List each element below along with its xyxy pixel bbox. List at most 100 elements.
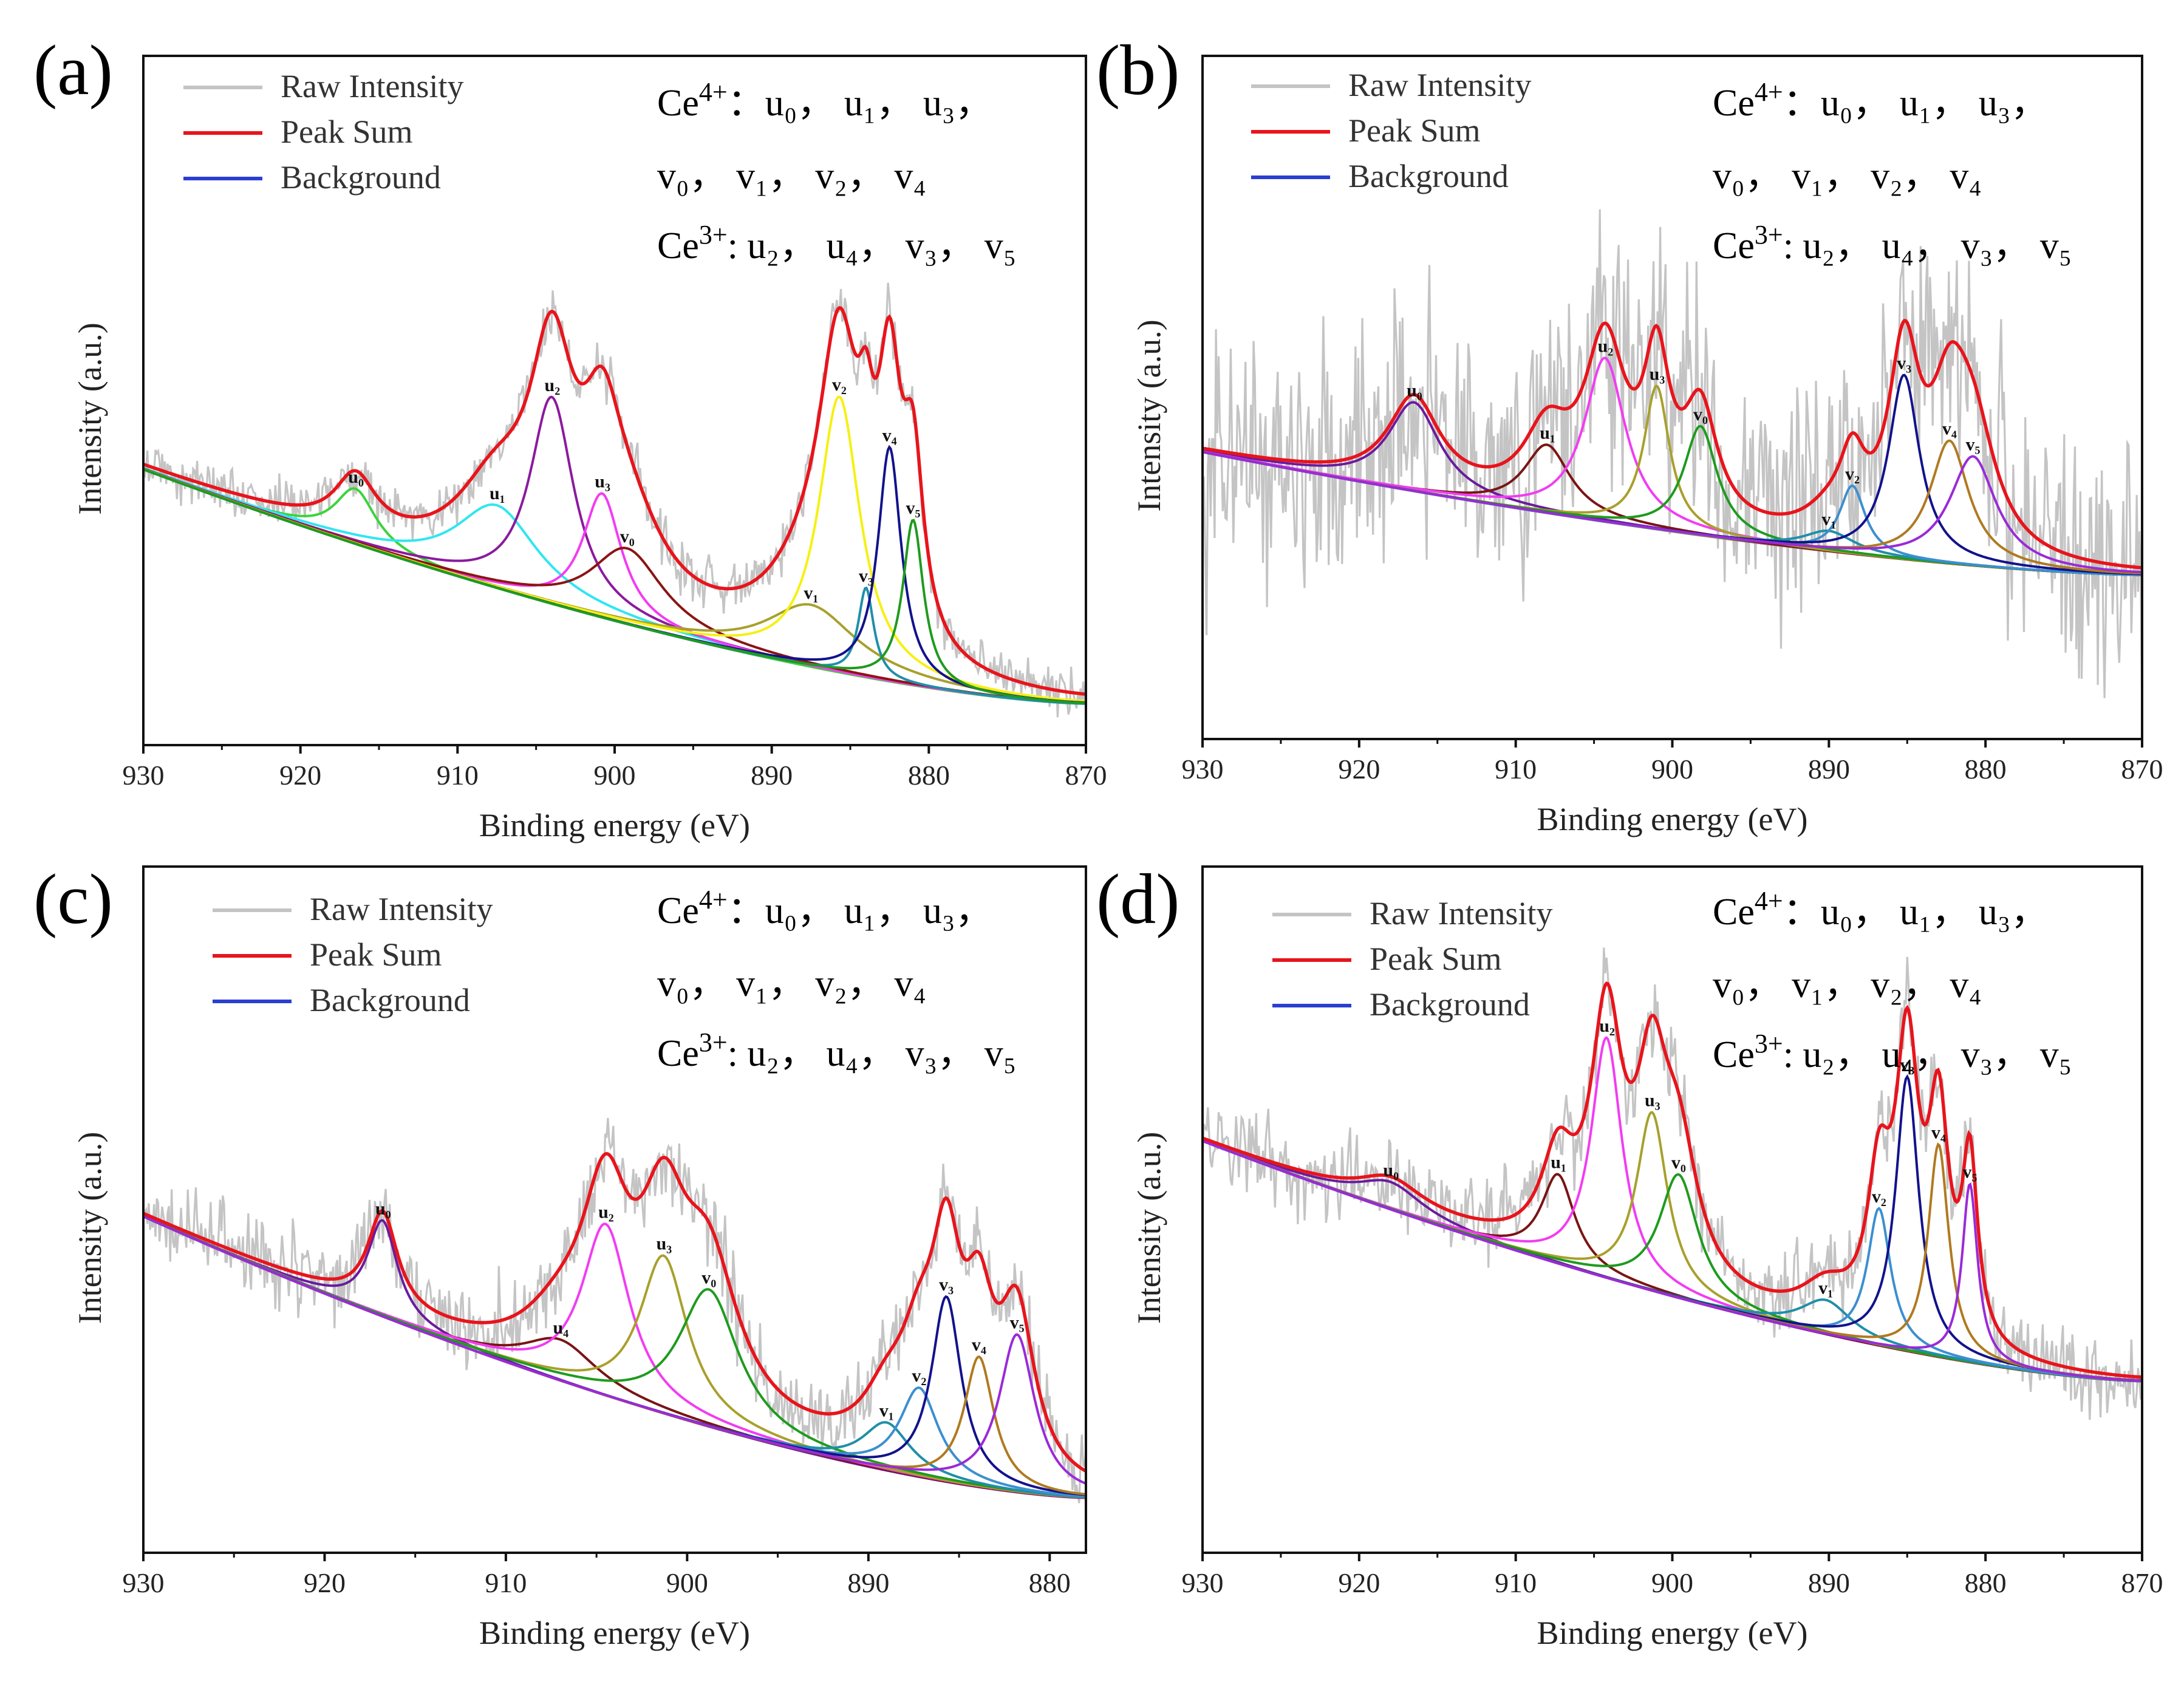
ce3-assignment-line: Ce3+: u₂， u₄， v₃， v₅ bbox=[657, 220, 1016, 267]
peak-label: v₄ bbox=[1931, 1122, 1946, 1142]
peak-sum-line bbox=[143, 305, 1086, 696]
x-tick-label: 920 bbox=[279, 760, 321, 791]
raw-intensity-line bbox=[1203, 947, 2142, 1420]
peak-component-line bbox=[143, 468, 1086, 704]
raw-intensity-line bbox=[143, 282, 1086, 718]
y-axis-title: Intensity (a.u.) bbox=[1131, 319, 1167, 511]
x-tick-label: 910 bbox=[485, 1567, 527, 1598]
legend-label: Raw Intensity bbox=[281, 68, 463, 104]
y-axis-title: Intensity (a.u.) bbox=[72, 322, 108, 514]
x-tick-label: 880 bbox=[1965, 1567, 2007, 1598]
peak-label: v₂ bbox=[832, 375, 847, 395]
peak-label: v₅ bbox=[906, 498, 920, 518]
peak-label: u₂ bbox=[545, 375, 561, 395]
raw-intensity-line bbox=[143, 1117, 1086, 1504]
chart-panel-b: u₀ u₁ u₂ u₃ v₀ v₁ v₂ v₃ v₄ v₅ 930 920 910 900 890 880 87… bbox=[1096, 30, 2163, 837]
peak-label: v₁ bbox=[1818, 1278, 1833, 1298]
x-tick-label: 880 bbox=[908, 760, 950, 791]
x-tick-label: 890 bbox=[847, 1567, 889, 1598]
ce-annotation: Ce4+：u₀， u₁， u₃， v₀， v₁， v₂， v₄ Ce3+: u₂， … bbox=[657, 885, 1016, 1074]
chart-panel-d: u₀ u₁ u₂ u₃ v₀ v₁ v₂ v₃ v₄ v₅ 930 920 910 900 890 880 87… bbox=[1096, 859, 2163, 1651]
peak-label: v₃ bbox=[1900, 1055, 1914, 1075]
peak-label: u₁ bbox=[1551, 1153, 1566, 1173]
peak-label: u₀ bbox=[348, 467, 364, 487]
panel-letter: (d) bbox=[1096, 859, 1180, 939]
peak-label: u₀ bbox=[1407, 381, 1422, 401]
legend: Raw Intensity Peak Sum Background bbox=[1272, 895, 1552, 1023]
panel-letter: (a) bbox=[33, 30, 113, 110]
plot-area bbox=[1203, 209, 2142, 715]
x-tick-label: 880 bbox=[1029, 1567, 1071, 1598]
y-axis-title: Intensity (a.u.) bbox=[72, 1132, 108, 1324]
x-tick-label: 930 bbox=[1182, 754, 1224, 785]
plot-area bbox=[143, 282, 1086, 718]
peak-label: u₂ bbox=[1599, 1016, 1615, 1036]
x-tick-label: 930 bbox=[1182, 1567, 1224, 1598]
legend-label: Background bbox=[1370, 986, 1530, 1023]
ce-annotation: Ce4+：u₀， u₁， u₃， v₀， v₁， v₂， v₄ Ce3+: u₂， … bbox=[1713, 886, 2072, 1075]
x-tick-label: 890 bbox=[1808, 754, 1850, 785]
peak-label: v₁ bbox=[804, 583, 818, 603]
peak-label: v₂ bbox=[1845, 464, 1860, 484]
legend: Raw Intensity Peak Sum Background bbox=[183, 68, 463, 196]
peak-label: v₀ bbox=[620, 526, 635, 547]
x-tick-label: 890 bbox=[751, 760, 793, 791]
peak-component-line bbox=[143, 1215, 1086, 1485]
peak-label: v₃ bbox=[859, 566, 873, 586]
peak-label: u₃ bbox=[595, 472, 610, 492]
peak-label: v₃ bbox=[939, 1275, 954, 1295]
x-tick-label: 910 bbox=[1495, 1567, 1537, 1598]
ce4-assignment-line1: Ce4+：u₀， u₁， u₃， bbox=[657, 77, 993, 124]
peak-component-line bbox=[143, 445, 1086, 704]
peak-label: v₂ bbox=[912, 1366, 926, 1386]
peak-label: u₂ bbox=[598, 1202, 614, 1222]
peak-label: v₂ bbox=[1872, 1187, 1886, 1207]
ce-annotation: Ce4+：u₀， u₁， u₃， v₀， v₁， v₂， v₄ Ce3+: u₂， … bbox=[1713, 77, 2072, 267]
x-tick-label: 890 bbox=[1808, 1567, 1850, 1598]
panel-letter: (b) bbox=[1096, 30, 1180, 110]
x-tick-label: 900 bbox=[594, 760, 636, 791]
plot-frame bbox=[142, 865, 1087, 1554]
x-tick-label: 920 bbox=[1338, 1567, 1380, 1598]
peak-component-line bbox=[143, 1215, 1086, 1496]
x-tick-label: 920 bbox=[304, 1567, 346, 1598]
peak-label: u₃ bbox=[1650, 364, 1665, 384]
peak-label: v₅ bbox=[1966, 435, 1981, 455]
ce4-assignment-line1: Ce4+：u₀， u₁， u₃， bbox=[657, 885, 993, 932]
ce-annotation: Ce4+：u₀， u₁， u₃， v₀， v₁， v₂， v₄ Ce3+: u₂， … bbox=[657, 77, 1016, 267]
ce3-assignment-line: Ce3+: u₂， u₄， v₃， v₅ bbox=[1713, 1029, 2072, 1075]
ce3-assignment-line: Ce3+: u₂， u₄， v₃， v₅ bbox=[1713, 220, 2072, 267]
plot-area bbox=[143, 1117, 1086, 1504]
peak-label: v₀ bbox=[1693, 404, 1708, 424]
legend-label: Peak Sum bbox=[1370, 941, 1502, 977]
ce4-assignment-line2: v₀， v₁， v₂， v₄ bbox=[1713, 155, 1982, 197]
ce4-assignment-line1: Ce4+：u₀， u₁， u₃， bbox=[1713, 886, 2049, 933]
legend-label: Peak Sum bbox=[281, 114, 413, 150]
peak-label: v₃ bbox=[1897, 353, 1911, 373]
x-tick-label: 880 bbox=[1965, 754, 2007, 785]
y-axis-title: Intensity (a.u.) bbox=[1131, 1132, 1167, 1324]
peak-label: v₅ bbox=[1010, 1313, 1025, 1333]
peak-component-line bbox=[143, 395, 1086, 703]
peak-label: v₁ bbox=[1821, 509, 1836, 529]
peak-sum-line bbox=[143, 1151, 1086, 1473]
legend-label: Background bbox=[310, 982, 470, 1018]
x-tick-label: 910 bbox=[437, 760, 479, 791]
ce4-assignment-line2: v₀， v₁， v₂， v₄ bbox=[1713, 964, 1982, 1006]
peak-sum-line bbox=[1203, 319, 2142, 570]
legend: Raw Intensity Peak Sum Background bbox=[213, 891, 493, 1018]
ce4-assignment-line2: v₀， v₁， v₂， v₄ bbox=[657, 963, 926, 1004]
x-tick-label: 930 bbox=[123, 760, 165, 791]
legend-label: Raw Intensity bbox=[1370, 895, 1552, 932]
x-axis-title: Binding energy (eV) bbox=[479, 807, 750, 843]
legend: Raw Intensity Peak Sum Background bbox=[1251, 67, 1531, 194]
peak-label: v₁ bbox=[879, 1400, 894, 1420]
x-tick-label: 930 bbox=[123, 1567, 165, 1598]
peak-label: v₄ bbox=[972, 1335, 986, 1355]
peak-label: u₁ bbox=[1540, 423, 1555, 443]
x-axis-title: Binding energy (eV) bbox=[1537, 801, 1808, 837]
peak-label: v₀ bbox=[701, 1267, 716, 1287]
x-tick-label: 920 bbox=[1338, 754, 1380, 785]
chart-panel-c: u₀ u₄ u₂ u₃ v₀ v₁ v₂ v₃ v₄ v₅ 930 920 910 900 890 880 Bi… bbox=[33, 859, 1087, 1651]
